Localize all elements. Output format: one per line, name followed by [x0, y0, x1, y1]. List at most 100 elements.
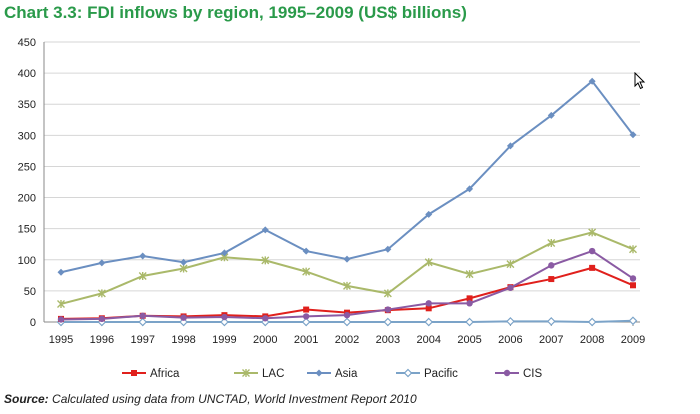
x-tick-label: 1995: [49, 334, 73, 346]
data-point-pacific: [138, 317, 148, 327]
data-point-pacific: [342, 317, 352, 327]
series-lac: [57, 228, 637, 308]
data-point-pacific: [301, 317, 311, 327]
legend-item-pacific: Pacific: [396, 368, 458, 380]
data-point-africa: [630, 282, 636, 289]
x-tick-label: 2006: [498, 334, 522, 346]
data-point-asia: [180, 258, 188, 266]
data-point-lac: [465, 270, 474, 279]
y-axis-labels: 0 50 100 150 200 250 300 350 400 450: [18, 37, 36, 329]
data-point-lac: [547, 238, 556, 247]
legend-label: Asia: [335, 368, 358, 380]
data-point-lac: [424, 258, 433, 267]
data-point-asia: [57, 268, 65, 276]
y-tick-label: 100: [18, 255, 36, 267]
data-point-cis: [262, 315, 269, 322]
x-tick-label: 2004: [416, 334, 440, 346]
data-point-pacific: [465, 317, 474, 327]
y-tick-label: 0: [30, 317, 36, 329]
data-point-asia: [547, 111, 555, 119]
data-point-lac: [588, 228, 597, 237]
data-point-africa: [589, 264, 596, 271]
x-tick-label: 1996: [90, 334, 114, 346]
x-tick-label: 1997: [130, 334, 154, 346]
data-point-lac: [506, 260, 515, 269]
data-point-lac: [97, 289, 106, 298]
data-point-lac: [302, 267, 311, 276]
data-point-lac: [138, 271, 147, 280]
grid: [44, 41, 640, 292]
data-point-cis: [588, 247, 596, 255]
data-point-pacific: [383, 317, 393, 327]
x-tick-label: 1999: [212, 334, 236, 346]
legend-marker-asia: [315, 369, 323, 377]
y-tick-label: 150: [18, 224, 36, 236]
data-point-pacific: [546, 317, 556, 326]
data-point-cis: [343, 311, 351, 319]
data-point-cis: [425, 300, 432, 307]
data-point-cis: [548, 262, 555, 269]
data-point-lac: [179, 264, 188, 273]
data-point-pacific: [220, 317, 229, 327]
data-point-africa: [466, 295, 473, 302]
y-tick-label: 200: [18, 193, 36, 205]
source-note: Source: Calculated using data from UNCTA…: [4, 392, 417, 406]
data-point-cis: [384, 306, 392, 313]
x-tick-label: 2000: [253, 334, 277, 346]
legend: Africa LAC Asia Pacific CIS: [122, 368, 543, 380]
data-point-asia: [588, 77, 596, 85]
data-point-asia: [98, 259, 106, 267]
data-point-cis: [507, 284, 514, 291]
series-cis: [57, 247, 637, 323]
x-tick-label: 2009: [621, 334, 645, 346]
y-tick-label: 250: [18, 161, 36, 173]
series-asia: [57, 77, 637, 276]
data-point-cis: [302, 313, 310, 320]
data-point-asia: [261, 226, 269, 234]
data-point-lac: [629, 245, 637, 254]
legend-item-asia: Asia: [307, 368, 358, 380]
series-line-asia: [60, 79, 634, 274]
legend-marker-africa: [131, 370, 137, 376]
x-tick-label: 2007: [539, 334, 563, 346]
x-tick-label: 1998: [171, 334, 195, 346]
data-point-africa: [548, 276, 555, 283]
series-lines: [56, 77, 638, 327]
x-tick-label: 2001: [294, 334, 318, 346]
legend-label: Pacific: [424, 368, 458, 380]
data-point-pacific: [506, 317, 515, 326]
data-point-asia: [506, 142, 514, 150]
data-point-asia: [629, 131, 637, 139]
legend-label: Africa: [150, 368, 180, 380]
legend-label: CIS: [523, 368, 543, 380]
data-point-pacific: [587, 317, 597, 327]
data-point-asia: [220, 249, 228, 257]
data-point-asia: [343, 255, 351, 263]
data-point-asia: [466, 185, 474, 193]
legend-item-lac: LAC: [234, 368, 284, 380]
data-point-cis: [57, 316, 65, 323]
data-point-lac: [343, 281, 351, 290]
data-point-cis: [629, 275, 637, 282]
legend-marker-lac: [242, 369, 250, 377]
y-tick-label: 50: [24, 286, 36, 298]
legend-marker-cis: [503, 369, 511, 377]
data-point-africa: [303, 306, 310, 313]
data-point-cis: [466, 300, 473, 307]
data-point-lac: [383, 289, 392, 298]
x-tick-label: 2003: [376, 334, 400, 346]
source-text: Calculated using data from UNCTAD, World…: [52, 392, 417, 406]
data-point-pacific: [628, 316, 638, 326]
data-point-pacific: [424, 317, 434, 327]
x-tick-label: 2008: [580, 334, 604, 346]
legend-label: LAC: [262, 368, 284, 380]
source-label: Source:: [4, 392, 49, 406]
data-point-asia: [384, 245, 392, 253]
data-point-lac: [57, 299, 65, 308]
y-tick-label: 350: [18, 99, 36, 111]
data-point-asia: [302, 247, 310, 255]
data-point-cis: [139, 312, 146, 319]
mouse-cursor-icon: [634, 72, 646, 90]
x-tick-label: 2005: [457, 334, 481, 346]
